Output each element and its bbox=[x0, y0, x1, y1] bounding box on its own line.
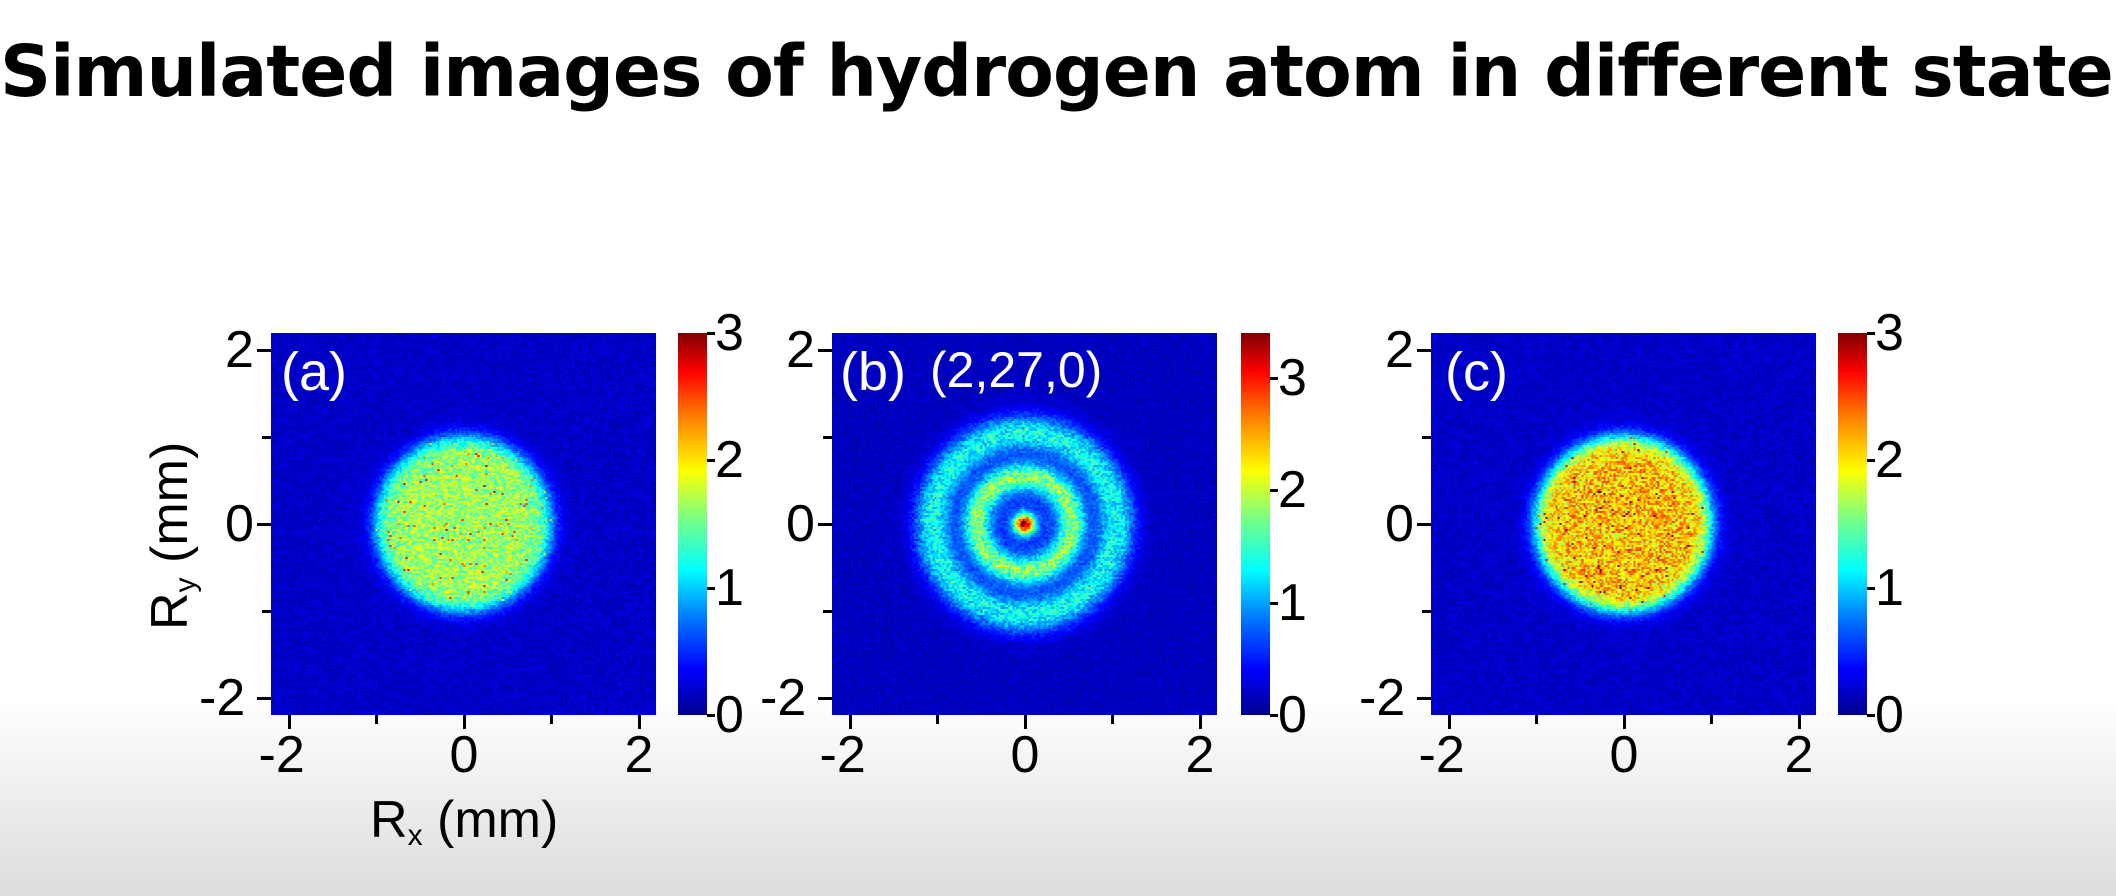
colorbar-tick bbox=[707, 714, 715, 717]
x-tick bbox=[1622, 715, 1626, 729]
colorbar-tick bbox=[1270, 601, 1278, 605]
colorbar-tick bbox=[1867, 714, 1875, 717]
y-tick bbox=[257, 696, 271, 700]
panel-label-a: (a) bbox=[281, 342, 347, 402]
colorbar-tick-label: 0 bbox=[715, 686, 744, 744]
x-tick bbox=[1447, 715, 1451, 729]
colorbar-c bbox=[1838, 333, 1867, 715]
colorbar-tick-label: 2 bbox=[1875, 431, 1904, 490]
x-tick-label: 0 bbox=[1609, 726, 1639, 784]
y-axis-label-text: R bbox=[141, 592, 199, 630]
x-tick bbox=[637, 715, 641, 729]
x-tick-label: 0 bbox=[449, 726, 479, 784]
x-minor-tick bbox=[1710, 715, 1713, 724]
colorbar-tick-label: 3 bbox=[1278, 348, 1307, 407]
x-axis-label-text: R bbox=[370, 791, 408, 849]
colorbar-tick-label: 1 bbox=[1278, 573, 1307, 632]
y-tick-label: 0 bbox=[1385, 495, 1414, 553]
y-minor-tick bbox=[823, 609, 832, 613]
panel-label-b: (b) bbox=[840, 342, 906, 402]
heatmap-plot-a: (a) bbox=[271, 333, 656, 715]
x-tick bbox=[1023, 715, 1027, 729]
y-tick-label: -2 bbox=[760, 668, 807, 727]
y-tick-label: 2 bbox=[786, 321, 815, 380]
x-tick-label: 0 bbox=[1010, 726, 1040, 784]
colorbar-tick bbox=[1270, 376, 1278, 380]
y-axis-label-unit: (mm) bbox=[141, 441, 199, 578]
x-axis-label-unit: (mm) bbox=[422, 791, 559, 849]
colorbar-tick-label: 2 bbox=[715, 431, 744, 490]
colorbar-b bbox=[1241, 333, 1270, 715]
colorbar-tick-label: 1 bbox=[1875, 558, 1904, 617]
x-tick bbox=[287, 715, 291, 729]
y-minor-tick bbox=[1422, 436, 1431, 440]
x-tick-label: 2 bbox=[1784, 726, 1814, 784]
x-minor-tick bbox=[375, 715, 378, 724]
colorbar-tick bbox=[707, 332, 715, 335]
y-tick bbox=[1417, 696, 1431, 700]
x-minor-tick bbox=[936, 715, 939, 724]
x-tick-label: -2 bbox=[819, 726, 866, 784]
colorbar-a bbox=[678, 333, 707, 715]
x-axis-label-sub: x bbox=[407, 819, 423, 852]
x-tick bbox=[462, 715, 466, 729]
colorbar-tick bbox=[1867, 459, 1875, 463]
y-minor-tick bbox=[262, 609, 271, 613]
y-minor-tick bbox=[1422, 609, 1431, 613]
y-tick-label: 0 bbox=[225, 495, 254, 553]
x-tick-label: 2 bbox=[624, 726, 654, 784]
state-label-b: (2,27,0) bbox=[930, 342, 1103, 398]
y-tick-label: 2 bbox=[1385, 321, 1414, 380]
y-tick-label: 0 bbox=[786, 495, 815, 553]
heatmap-plot-b: (b) (2,27,0) bbox=[832, 333, 1217, 715]
heatmap-plot-c: (c) bbox=[1431, 333, 1816, 715]
colorbar-tick-label: 2 bbox=[1278, 461, 1307, 520]
y-minor-tick bbox=[262, 436, 271, 440]
x-minor-tick bbox=[550, 715, 553, 724]
y-axis-label: Ry (mm) bbox=[140, 442, 203, 630]
y-axis-label-sub: y bbox=[169, 577, 202, 593]
colorbar-tick bbox=[1270, 489, 1278, 493]
y-tick bbox=[818, 349, 832, 353]
y-tick bbox=[257, 523, 271, 526]
y-tick bbox=[818, 696, 832, 700]
colorbar-tick bbox=[707, 459, 715, 463]
colorbar-tick bbox=[1270, 714, 1278, 717]
colorbar-tick-label: 3 bbox=[715, 304, 744, 362]
colorbar-tick-label: 0 bbox=[1875, 686, 1904, 744]
colorbar-tick-label: 3 bbox=[1875, 304, 1904, 362]
panel-label-c: (c) bbox=[1445, 342, 1508, 402]
page-title: Simulated images of hydrogen atom in dif… bbox=[0, 30, 2116, 113]
heatmap-canvas-c bbox=[1431, 333, 1816, 715]
colorbar-tick bbox=[707, 586, 715, 590]
x-axis-label: Rx (mm) bbox=[370, 790, 558, 853]
x-minor-tick bbox=[1111, 715, 1114, 724]
y-tick bbox=[1417, 523, 1431, 526]
colorbar-tick bbox=[1867, 332, 1875, 335]
colorbar-tick-label: 0 bbox=[1278, 686, 1307, 744]
x-tick-label: 2 bbox=[1185, 726, 1215, 784]
x-tick bbox=[1797, 715, 1801, 729]
y-tick-label: 2 bbox=[225, 321, 254, 380]
y-tick bbox=[818, 523, 832, 526]
y-tick bbox=[257, 349, 271, 353]
x-tick bbox=[848, 715, 852, 729]
x-tick-label: -2 bbox=[1418, 726, 1465, 784]
colorbar-tick bbox=[1867, 586, 1875, 590]
y-tick-label: -2 bbox=[199, 668, 246, 727]
y-tick-label: -2 bbox=[1359, 668, 1406, 727]
x-tick-label: -2 bbox=[258, 726, 305, 784]
y-tick bbox=[1417, 349, 1431, 353]
colorbar-tick-label: 1 bbox=[715, 558, 744, 617]
heatmap-canvas-b bbox=[832, 333, 1217, 715]
heatmap-canvas-a bbox=[271, 333, 656, 715]
x-tick bbox=[1198, 715, 1202, 729]
y-minor-tick bbox=[823, 436, 832, 440]
x-minor-tick bbox=[1535, 715, 1538, 724]
